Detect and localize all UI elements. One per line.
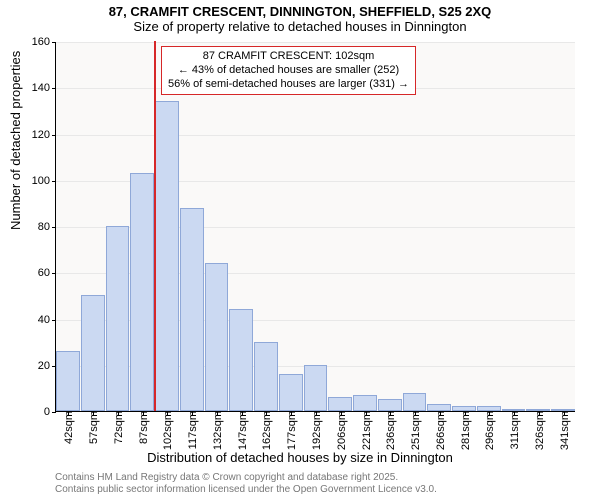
x-tick-label: 162sqm (259, 411, 273, 450)
x-tick-label: 266sqm (433, 411, 447, 450)
marker-line (154, 41, 156, 411)
histogram-bar (378, 399, 402, 411)
histogram-bar (427, 404, 451, 411)
plot-area: 02040608010012014016042sqm57sqm72sqm87sq… (55, 42, 575, 412)
histogram-bar (254, 342, 278, 411)
callout-title: 87 CRAMFIT CRESCENT: 102sqm (168, 50, 409, 64)
y-tick-label: 60 (38, 267, 56, 279)
callout-box: 87 CRAMFIT CRESCENT: 102sqm← 43% of deta… (161, 46, 416, 95)
x-tick-label: 251sqm (408, 411, 422, 450)
x-tick-label: 102sqm (160, 411, 174, 450)
x-tick-label: 221sqm (359, 411, 373, 450)
histogram-bar (403, 393, 427, 412)
x-tick-label: 42sqm (61, 411, 75, 444)
callout-line-2: 56% of semi-detached houses are larger (… (168, 78, 409, 92)
histogram-bar (229, 309, 253, 411)
y-tick-label: 80 (38, 221, 56, 233)
x-tick-label: 177sqm (284, 411, 298, 450)
histogram-chart: 87, CRAMFIT CRESCENT, DINNINGTON, SHEFFI… (0, 0, 600, 500)
x-tick-label: 326sqm (532, 411, 546, 450)
footer-line-1: Contains HM Land Registry data © Crown c… (55, 472, 437, 484)
x-tick-label: 341sqm (557, 411, 571, 450)
x-axis-label: Distribution of detached houses by size … (0, 450, 600, 465)
y-tick-label: 20 (38, 360, 56, 372)
x-tick-label: 206sqm (334, 411, 348, 450)
y-axis-label: Number of detached properties (8, 51, 23, 230)
y-tick-label: 40 (38, 314, 56, 326)
x-tick-label: 236sqm (383, 411, 397, 450)
gridline (56, 42, 575, 43)
x-tick-label: 87sqm (136, 411, 150, 444)
histogram-bar (205, 263, 229, 411)
histogram-bar (180, 208, 204, 412)
y-tick-label: 100 (32, 175, 56, 187)
x-tick-label: 72sqm (111, 411, 125, 444)
histogram-bar (130, 173, 154, 411)
x-tick-label: 296sqm (482, 411, 496, 450)
histogram-bar (106, 226, 130, 411)
y-tick-label: 0 (44, 406, 56, 418)
histogram-bar (81, 295, 105, 411)
footer-line-2: Contains public sector information licen… (55, 484, 437, 496)
histogram-bar (304, 365, 328, 411)
chart-footer: Contains HM Land Registry data © Crown c… (55, 472, 437, 496)
histogram-bar (56, 351, 80, 411)
gridline (56, 135, 575, 136)
callout-line-1: ← 43% of detached houses are smaller (25… (168, 64, 409, 78)
x-tick-label: 147sqm (235, 411, 249, 450)
x-tick-label: 132sqm (210, 411, 224, 450)
x-tick-label: 311sqm (507, 411, 521, 449)
histogram-bar (353, 395, 377, 411)
x-tick-label: 192sqm (309, 411, 323, 450)
y-tick-label: 140 (32, 82, 56, 94)
y-tick-label: 160 (32, 36, 56, 48)
chart-title: 87, CRAMFIT CRESCENT, DINNINGTON, SHEFFI… (0, 4, 600, 34)
x-tick-label: 281sqm (458, 411, 472, 450)
x-tick-label: 117sqm (185, 411, 199, 449)
histogram-bar (328, 397, 352, 411)
histogram-bar (155, 101, 179, 411)
title-line-1: 87, CRAMFIT CRESCENT, DINNINGTON, SHEFFI… (0, 4, 600, 19)
histogram-bar (279, 374, 303, 411)
y-tick-label: 120 (32, 129, 56, 141)
x-tick-label: 57sqm (86, 411, 100, 444)
title-line-2: Size of property relative to detached ho… (0, 19, 600, 34)
